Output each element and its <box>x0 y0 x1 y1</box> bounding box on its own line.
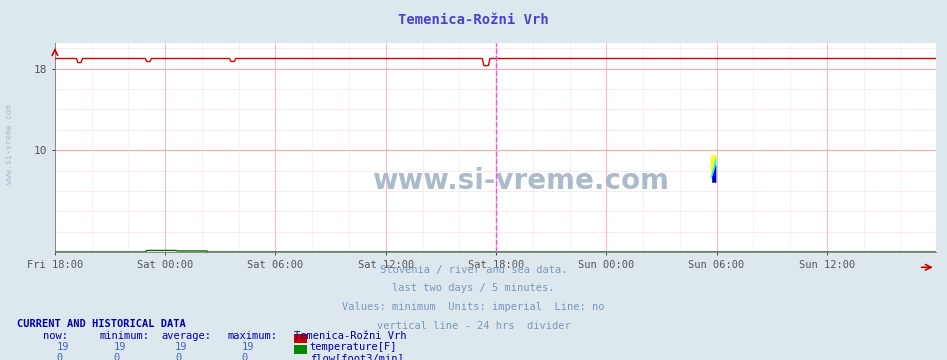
Text: Temenica-Rožni Vrh: Temenica-Rožni Vrh <box>398 13 549 27</box>
Polygon shape <box>712 165 716 183</box>
Text: Temenica-Rožni Vrh: Temenica-Rožni Vrh <box>294 331 406 341</box>
Text: www.si-vreme.com: www.si-vreme.com <box>5 104 14 184</box>
Text: average:: average: <box>161 331 211 341</box>
Text: 0: 0 <box>241 353 248 360</box>
Text: vertical line - 24 hrs  divider: vertical line - 24 hrs divider <box>377 321 570 331</box>
Text: CURRENT AND HISTORICAL DATA: CURRENT AND HISTORICAL DATA <box>17 319 186 329</box>
Polygon shape <box>711 155 716 177</box>
Polygon shape <box>711 155 716 183</box>
Text: Slovenia / river and sea data.: Slovenia / river and sea data. <box>380 265 567 275</box>
Text: temperature[F]: temperature[F] <box>310 342 397 352</box>
Text: 0: 0 <box>175 353 182 360</box>
Text: 19: 19 <box>175 342 188 352</box>
Text: 19: 19 <box>114 342 126 352</box>
Text: now:: now: <box>43 331 67 341</box>
Text: last two days / 5 minutes.: last two days / 5 minutes. <box>392 283 555 293</box>
Text: 0: 0 <box>57 353 63 360</box>
Text: 19: 19 <box>241 342 254 352</box>
Text: minimum:: minimum: <box>99 331 150 341</box>
Text: 0: 0 <box>114 353 120 360</box>
Text: maximum:: maximum: <box>227 331 277 341</box>
Text: www.si-vreme.com: www.si-vreme.com <box>372 167 669 195</box>
Text: flow[foot3/min]: flow[foot3/min] <box>310 353 403 360</box>
Text: Values: minimum  Units: imperial  Line: no: Values: minimum Units: imperial Line: no <box>342 302 605 312</box>
Text: 19: 19 <box>57 342 69 352</box>
